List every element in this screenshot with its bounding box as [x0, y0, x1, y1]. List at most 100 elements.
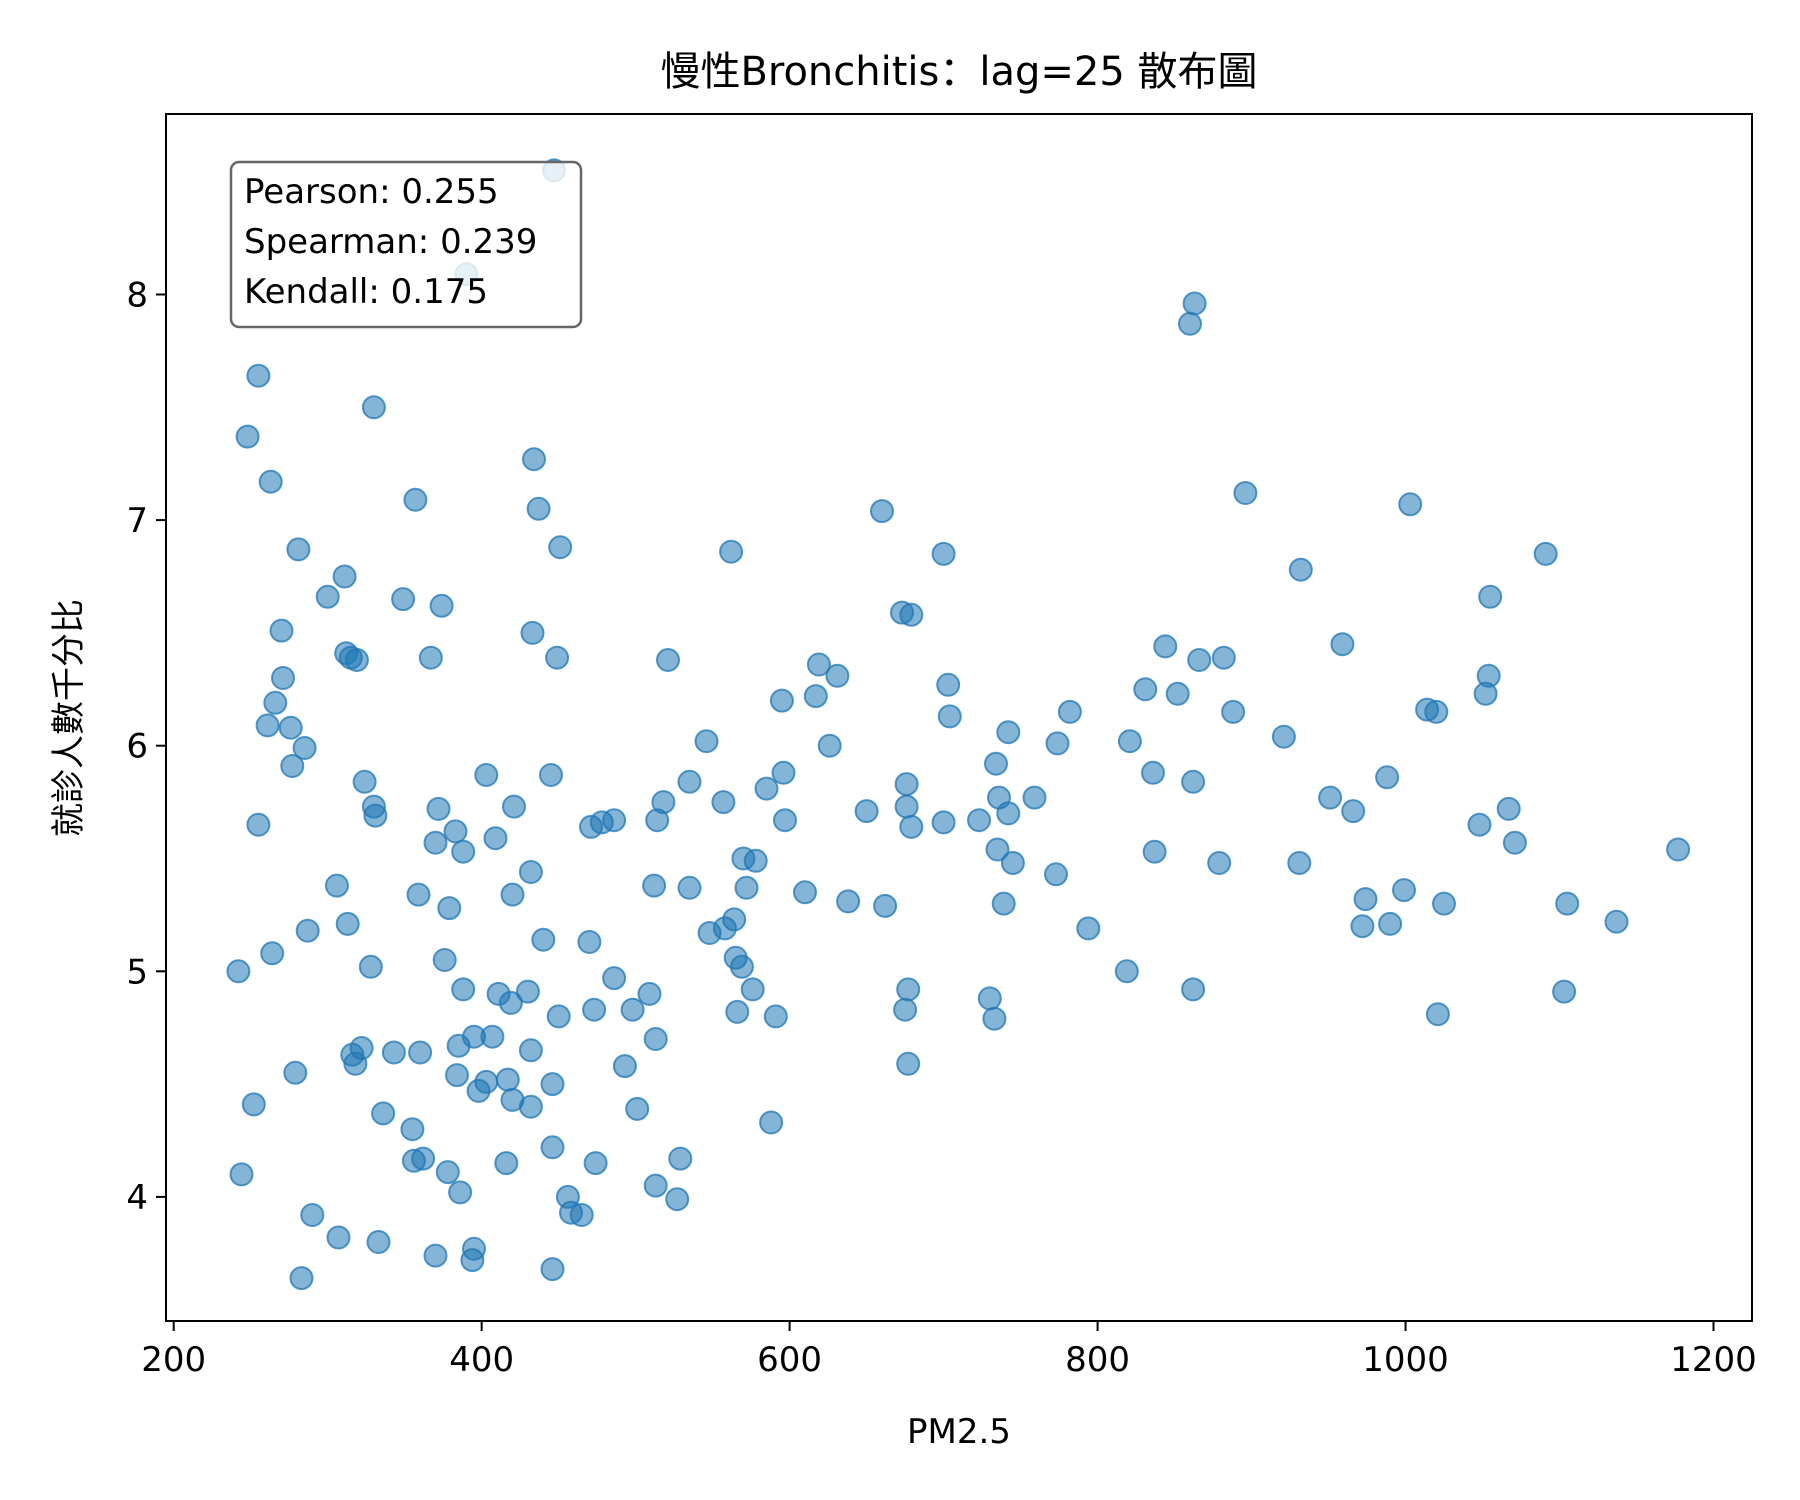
data-point — [1207, 851, 1232, 875]
plot-area-frame — [165, 113, 1753, 1322]
data-point — [286, 537, 311, 562]
data-point — [483, 826, 508, 851]
data-point — [258, 469, 283, 494]
data-point — [460, 1248, 485, 1273]
data-point — [1022, 785, 1047, 810]
data-point — [226, 959, 251, 984]
data-point — [825, 663, 850, 688]
data-point — [403, 487, 428, 512]
data-point — [371, 1101, 396, 1126]
data-point — [725, 999, 750, 1024]
data-point — [836, 889, 861, 914]
data-point — [246, 363, 271, 388]
data-point — [759, 1110, 784, 1135]
data-point — [719, 539, 744, 564]
data-point — [620, 997, 645, 1022]
spearman-stat: Spearman: 0.239 — [244, 222, 537, 262]
data-point — [1114, 959, 1139, 984]
data-point — [1178, 311, 1202, 336]
data-point — [743, 848, 768, 873]
data-point — [500, 882, 525, 907]
data-point — [793, 880, 817, 905]
data-point — [899, 814, 924, 839]
data-point — [278, 715, 303, 740]
data-point — [229, 1162, 254, 1187]
data-point — [271, 666, 295, 690]
data-point — [1533, 541, 1558, 566]
data-point — [803, 684, 828, 709]
data-point — [423, 1243, 448, 1268]
data-point — [526, 496, 551, 521]
data-point — [984, 751, 1008, 776]
data-point — [451, 839, 476, 864]
y-tick-label: 7 — [126, 501, 148, 541]
data-point — [408, 1040, 433, 1065]
data-point — [292, 736, 317, 760]
y-axis: 4 5 6 7 8 — [126, 275, 166, 1218]
data-point — [656, 648, 680, 672]
data-point — [1045, 731, 1070, 756]
data-point — [1288, 557, 1313, 582]
data-point — [1502, 830, 1527, 855]
data-point — [936, 672, 961, 697]
data-point — [1153, 634, 1178, 659]
data-point — [931, 541, 956, 566]
data-point — [540, 1135, 565, 1160]
data-point — [300, 1203, 325, 1227]
data-point — [754, 776, 779, 801]
data-point — [332, 564, 357, 589]
x-tick-label: 600 — [757, 1340, 822, 1380]
data-point — [522, 447, 546, 472]
data-point — [982, 1006, 1007, 1031]
data-point — [1467, 812, 1492, 837]
data-point — [263, 690, 288, 715]
data-point — [937, 704, 962, 729]
data-point — [255, 713, 280, 738]
x-tick-label: 1200 — [1670, 1340, 1757, 1380]
data-point — [1604, 909, 1629, 934]
data-point — [260, 941, 285, 966]
data-point — [642, 873, 667, 898]
data-point — [896, 977, 921, 1002]
data-point — [1432, 891, 1456, 916]
y-tick-label: 6 — [126, 727, 148, 767]
data-point — [625, 1096, 650, 1121]
data-point — [894, 772, 919, 797]
data-point — [637, 981, 662, 1006]
data-point — [545, 645, 570, 670]
stats-box-frame — [229, 160, 583, 329]
data-point — [361, 395, 386, 420]
data-point — [817, 733, 842, 758]
data-point — [668, 1146, 693, 1171]
data-point — [1221, 699, 1246, 724]
y-axis-label: 就診人數千分比 — [49, 599, 89, 837]
data-point — [1142, 839, 1167, 864]
data-point — [289, 1266, 314, 1291]
data-point — [546, 1004, 571, 1029]
stats-box: Pearson: 0.255 Spearman: 0.239 Kendall: … — [229, 160, 583, 329]
data-point — [494, 1151, 519, 1176]
data-point — [569, 1203, 594, 1227]
data-point — [466, 1078, 491, 1103]
data-point — [729, 954, 754, 979]
chart-title: 慢性Bronchitis：lag=25 散布圖 — [660, 49, 1257, 95]
data-point — [241, 1092, 266, 1117]
data-point — [769, 688, 794, 713]
data-point — [1666, 837, 1691, 862]
data-point — [1181, 769, 1206, 794]
data-point — [1133, 677, 1158, 702]
data-point — [1341, 799, 1366, 824]
data-point — [1552, 979, 1577, 1004]
data-point — [643, 1027, 668, 1051]
data-point — [540, 1072, 565, 1097]
data-point — [711, 790, 736, 815]
data-point — [400, 1117, 425, 1142]
data-point — [283, 1060, 308, 1085]
data-point — [1141, 760, 1165, 785]
data-point — [474, 763, 499, 787]
data-point — [722, 907, 747, 932]
data-point — [1555, 891, 1580, 916]
data-point — [870, 499, 894, 524]
data-point — [1233, 481, 1258, 505]
x-axis: 200 400 600 800 1000 1200 — [141, 1321, 1757, 1380]
